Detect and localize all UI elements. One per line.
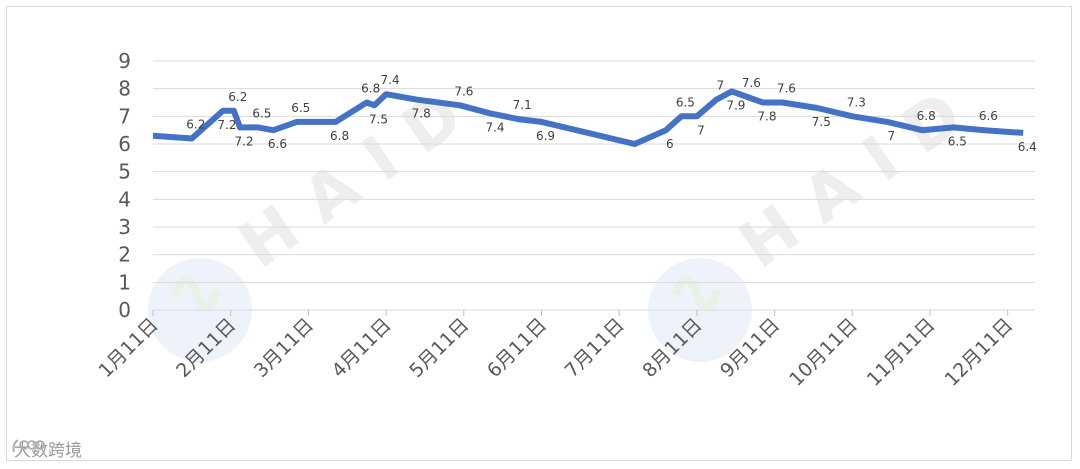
y-tick-label: 3 — [118, 215, 131, 239]
watermark-layer: HAID HAID — [148, 64, 995, 362]
x-tick-label: 6月11日 — [483, 314, 551, 382]
gridlines — [153, 60, 1035, 311]
data-label: 7.5 — [812, 115, 831, 129]
data-label: 7.6 — [742, 76, 761, 90]
y-tick-label: 4 — [118, 187, 131, 211]
data-label: 7 — [887, 129, 895, 143]
data-label: 7.4 — [381, 73, 400, 87]
data-label: 7.5 — [369, 112, 388, 126]
x-tick-label: 11月11日 — [863, 314, 940, 391]
data-label: 7 — [717, 79, 725, 93]
y-tick-label: 0 — [118, 298, 131, 322]
data-label: 6.5 — [252, 106, 271, 120]
data-label: 6.6 — [979, 109, 998, 123]
data-label: 7.8 — [757, 110, 776, 124]
x-tick-label: 3月11日 — [250, 314, 318, 382]
x-tick-label: 4月11日 — [328, 314, 396, 382]
data-label: 7.3 — [847, 95, 866, 109]
y-tick-label: 1 — [118, 270, 131, 294]
data-label: 7.1 — [513, 98, 532, 112]
data-label: 7.2 — [234, 134, 253, 148]
data-label: 6.2 — [228, 90, 247, 104]
data-label: 6.4 — [1018, 140, 1037, 154]
data-label: 7.6 — [777, 82, 796, 96]
data-label: 6.6 — [268, 137, 287, 151]
y-tick-label: 5 — [118, 160, 131, 184]
data-label: 7.9 — [726, 98, 745, 112]
series-layer — [152, 88, 1024, 147]
data-label: 6.8 — [917, 109, 936, 123]
y-tick-label: 7 — [118, 104, 131, 128]
x-tick-label: 10月11日 — [785, 314, 862, 391]
data-label: 7.8 — [412, 107, 431, 121]
data-label: 7.6 — [454, 84, 473, 98]
y-axis: 0 1 2 3 4 5 6 7 8 9 — [118, 49, 131, 322]
chart-frame — [6, 6, 1072, 461]
bubble-logo-icon — [12, 439, 45, 453]
x-tick-label: 1月11日 — [94, 314, 162, 382]
data-label: 6.9 — [536, 129, 555, 143]
data-label: 7.2 — [217, 118, 236, 132]
y-tick-label: 9 — [118, 49, 131, 73]
data-label: 6.5 — [676, 95, 695, 109]
data-labels: 6.2 7.26.27.26.56.66.56.86.87.57.47.87.67… — [186, 73, 1036, 154]
data-label: 6 — [666, 137, 674, 151]
logo-text: 大数跨境 — [14, 440, 82, 461]
data-label: 6.2 — [186, 117, 205, 131]
brand-logo: 大数跨境 — [10, 436, 82, 461]
x-tick-label: 7月11日 — [561, 314, 629, 382]
y-tick-label: 8 — [118, 77, 131, 101]
data-label: 6.8 — [330, 129, 349, 143]
data-label: 6.5 — [948, 134, 967, 148]
data-label: 6.8 — [361, 82, 380, 96]
y-tick-label: 2 — [118, 243, 131, 267]
data-label: 7.4 — [485, 121, 504, 135]
data-label: 6.5 — [291, 101, 310, 115]
data-label: 7 — [697, 123, 705, 137]
y-tick-label: 6 — [118, 132, 131, 156]
x-tick-label: 12月11日 — [941, 314, 1018, 391]
x-tick-label: 5月11日 — [405, 314, 473, 382]
